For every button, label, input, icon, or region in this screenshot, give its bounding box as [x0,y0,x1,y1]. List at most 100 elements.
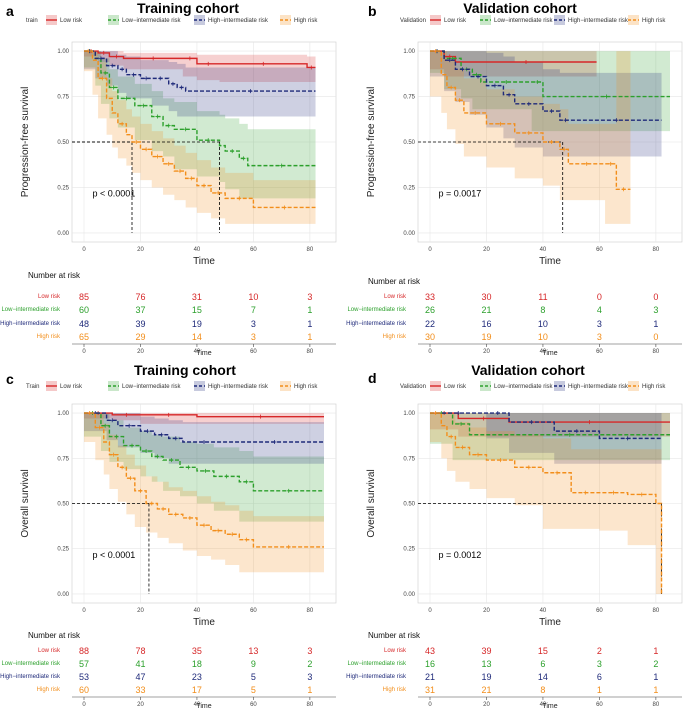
risk-axis-tick-label: 20 [137,702,144,708]
ci-band-low_intermediate [84,51,316,199]
censor-mark-high [476,452,480,457]
censor-mark-high [555,470,560,475]
risk-count: 19 [481,332,491,342]
legend: Train Low risk Low−intermediate risk High−i… [26,381,318,391]
censor-mark-high [457,98,462,103]
p-value: p < 0.0001 [92,550,135,560]
risk-count: 3 [597,332,602,342]
censor-mark-low_intermediate [103,70,108,75]
risk-count: 37 [135,305,145,315]
y-tick-label: 0.00 [57,592,69,598]
censor-mark-high_intermediate [202,439,206,444]
censor-mark-high [134,140,139,144]
risk-count: 43 [425,646,435,656]
censor-mark-low_intermediate [166,123,171,128]
legend-label: Low−intermediate risk [494,384,554,390]
risk-count: 31 [192,292,202,302]
risk-row-label: Low−intermediate risk [347,307,407,313]
censor-mark-high_intermediate [144,76,149,81]
censor-mark-high [149,501,154,506]
risk-count: 1 [307,305,312,315]
censor-mark-high [449,85,454,90]
censor-mark-high [498,458,503,463]
censor-mark-high_intermediate [492,83,497,88]
censor-mark-low [206,61,211,66]
censor-mark-high_intermediate [170,81,175,86]
y-tick-label: 0.25 [57,185,69,191]
x-tick-label: 80 [653,247,660,253]
legend-label: Low−intermediate risk [122,384,182,390]
risk-axis-title: Time [196,350,211,357]
censor-mark-low_intermediate [183,127,188,132]
risk-row-label: High−intermediate risk [346,321,407,327]
risk-count: 8 [540,685,545,695]
y-tick-label: 0.75 [57,95,69,101]
censor-mark-high [216,528,221,533]
survival-curve-high [430,50,631,190]
risk-count: 8 [540,305,545,315]
survival-curve-high [430,412,663,594]
censor-mark-low_intermediate [604,94,609,99]
risk-count: 3 [653,305,658,315]
censor-mark-low_intermediate [459,421,464,426]
risk-count: 29 [135,332,145,342]
y-tick-label: 0.50 [403,140,415,146]
risk-count: 0 [653,292,658,302]
risk-count: 3 [597,319,602,329]
x-tick-label: 20 [483,247,490,253]
censor-mark-low_intermediate [224,474,229,479]
y-tick-label: 0.50 [57,140,69,146]
x-axis-title: Time [193,617,215,628]
risk-row-label: High risk [383,334,407,340]
x-tick-label: 60 [596,608,603,614]
y-tick-label: 0.25 [403,547,415,553]
risk-row-label: Low risk [38,648,61,654]
x-tick-label: 80 [307,247,314,253]
risk-axis-tick-label: 80 [307,349,314,355]
censor-mark-low_intermediate [124,96,129,101]
censor-mark-high_intermediate [158,76,163,81]
risk-table-title: Number at risk [368,277,421,286]
ci-band-high [430,51,631,224]
risk-count: 7 [251,305,256,315]
x-tick-label: 60 [250,608,257,614]
censor-mark-high [173,512,178,517]
censor-mark-low_intermediate [206,138,211,143]
risk-count: 33 [135,685,145,695]
censor-mark-low_intermediate [155,114,160,119]
legend-label: Low−intermediate risk [122,18,182,24]
censor-mark-high_intermediate [179,85,184,90]
x-tick-label: 40 [194,608,201,614]
censor-mark-high_intermediate [507,92,512,97]
risk-axis-tick-label: 20 [483,349,490,355]
risk-count: 1 [653,319,658,329]
risk-axis-tick-label: 0 [82,702,86,708]
risk-row-label: Low risk [384,648,407,654]
risk-row-label: High risk [37,687,61,693]
legend-title: train [26,18,38,24]
legend: Validation Low risk Low−intermediate risk H… [400,381,666,391]
censor-mark-high [120,121,125,126]
x-tick-label: 80 [653,608,660,614]
risk-axis-tick-label: 40 [194,702,201,708]
ci-band-high_intermediate [430,51,662,157]
censor-mark-high_intermediate [574,429,579,434]
y-tick-label: 0.75 [403,456,415,462]
risk-count: 15 [192,305,202,315]
risk-count: 14 [192,332,202,342]
censor-mark-high_intermediate [110,418,115,423]
risk-count: 26 [425,305,435,315]
censor-mark-low_intermediate [230,149,235,154]
risk-row-label: Low−intermediate risk [1,661,61,667]
censor-mark-low [101,50,106,55]
legend-label: High risk [294,384,318,390]
ci-band-low_intermediate [430,51,670,132]
risk-count: 2 [653,659,658,669]
legend: train Low risk Low−intermediate risk High−i… [26,15,318,25]
x-tick-label: 0 [428,247,432,253]
x-axis-title: Time [539,256,561,267]
risk-axis-title: Time [196,703,211,710]
ci-band-high_intermediate [430,413,662,464]
y-tick-label: 1.00 [403,49,415,55]
